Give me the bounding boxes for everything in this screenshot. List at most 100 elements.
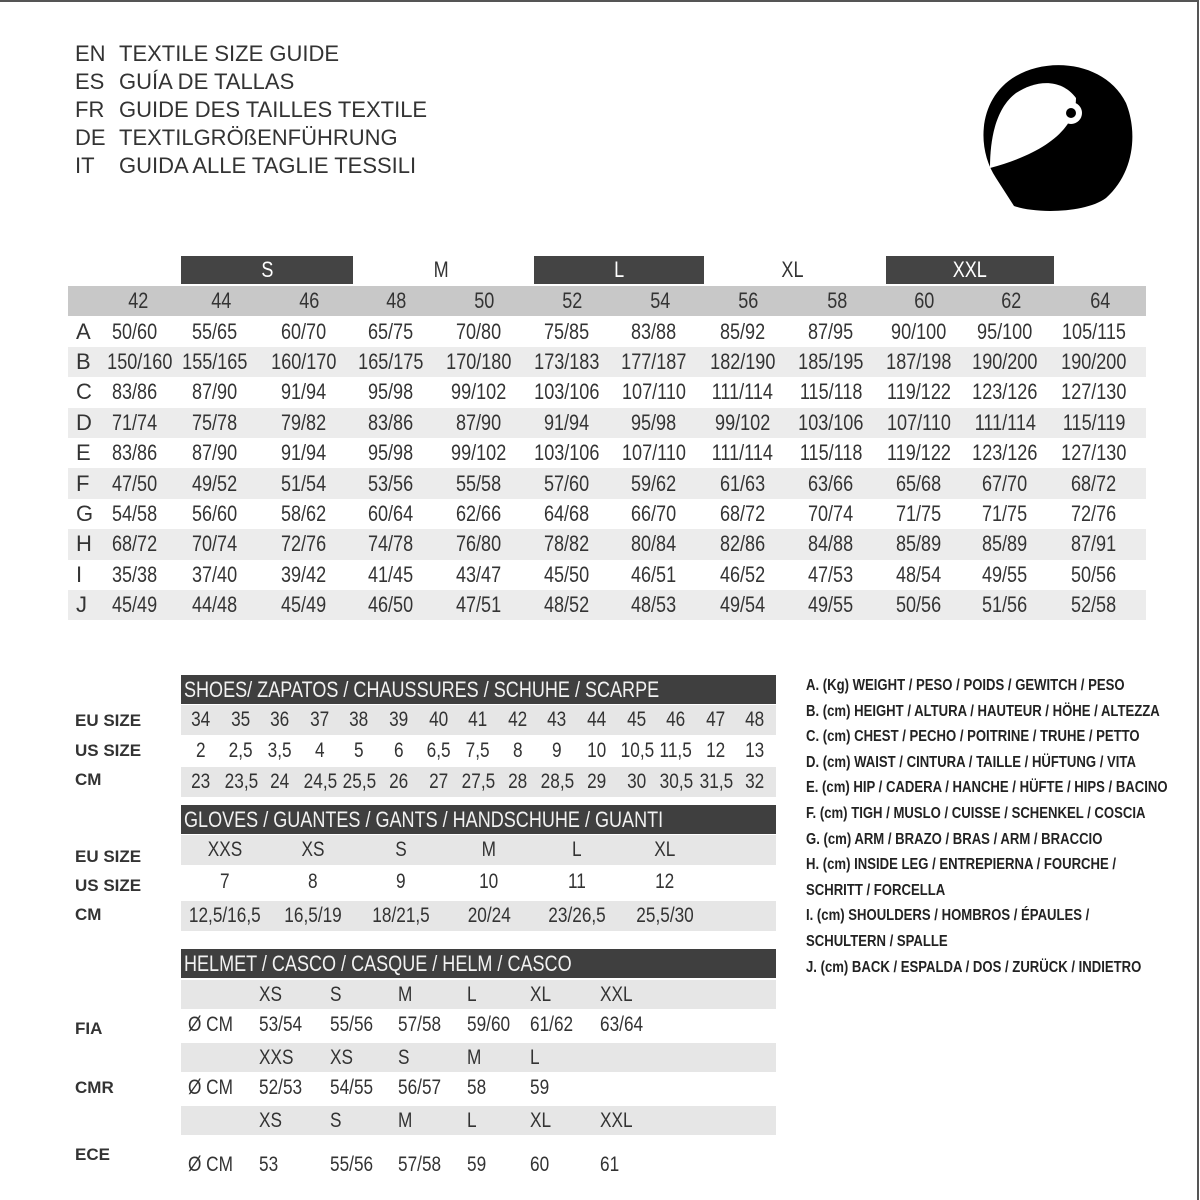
shoe-size-cell-text: 30 — [626, 770, 646, 793]
measurement-cell-text: 115/118 — [799, 440, 863, 466]
language-code: ES — [75, 69, 105, 94]
measurement-cell-text: 83/86 — [367, 409, 414, 435]
helmet-size-cell: M — [398, 983, 467, 1007]
measurement-cell: 75/78 — [170, 410, 260, 436]
size-number-text: 64 — [1089, 288, 1111, 314]
glove-size-cell: XS — [269, 838, 357, 862]
glove-size-cell-text: 18/21,5 — [372, 904, 430, 927]
legend-line-text: G. (cm) ARM / BRAZO / BRAS / ARM / BRACC… — [806, 830, 1103, 848]
glove-size-cell: 10 — [445, 870, 533, 894]
shoe-size-cell-text: 36 — [270, 708, 290, 731]
title-text: GUÍA DE TALLAS — [119, 69, 295, 94]
measurement-cell-text: 50/60 — [112, 318, 158, 344]
measurement-cell: 155/165 — [170, 349, 260, 375]
glove-size-cell: M — [445, 838, 533, 862]
measurement-cell: 91/94 — [260, 440, 347, 466]
legend-line-text: SCHULTERN / SPALLE — [806, 932, 948, 950]
measurement-cell-text: 87/90 — [455, 409, 502, 435]
measurement-cell: 95/98 — [347, 440, 434, 466]
measurement-cell-text: 87/90 — [192, 379, 238, 405]
measurement-cell: 79/82 — [260, 410, 347, 436]
shoes-label-us: US SIZE — [75, 741, 142, 760]
size-number-row: 42 44 46 48 50 52 54 56 58 60 62 64 — [68, 286, 1146, 317]
shoe-size-cell-text: 31,5 — [699, 770, 733, 793]
helmet-size-cell-text: XS — [259, 982, 282, 1006]
shoe-size-cell-text: 41 — [468, 708, 488, 731]
measurement-cell: 99/102 — [434, 379, 523, 405]
shoe-size-cell: 6,5 — [419, 739, 459, 763]
glove-size-cell: 11 — [533, 870, 621, 894]
helmet-value-cell: 57/58 — [398, 1153, 467, 1177]
measurement-row-a: A 50/60 55/65 60/70 65/75 70/80 75/85 83/88 85/9… — [68, 316, 1146, 346]
measurement-cell-text: 60/64 — [367, 500, 414, 526]
row-label: A — [76, 318, 91, 344]
legend-line: SCHULTERN / SPALLE — [806, 929, 1200, 955]
shoe-size-cell: 30,5 — [656, 770, 696, 794]
measurement-cell-text: 95/98 — [367, 379, 414, 405]
shoe-size-cell-text: 39 — [389, 708, 409, 731]
size-number: 42 — [100, 288, 176, 314]
title-block: EN TEXTILE SIZE GUIDE ES GUÍA DE TALLAS FR GU… — [75, 40, 427, 180]
measurement-cell-text: 46/50 — [367, 592, 414, 618]
textile-size-table: S M L XL XXL 42 44 46 48 50 52 54 56 58 60 62 64 A 50/60 55… — [68, 255, 1146, 621]
shoe-size-cell-text: 44 — [587, 708, 607, 731]
glove-size-cell-text: 11 — [568, 870, 586, 893]
helmet-size-row: XS S M L XL XXL — [181, 980, 776, 1009]
measurement-cell: 68/72 — [1048, 471, 1140, 497]
legend-line-text: D. (cm) WAIST / CINTURA / TAILLE / HÜFTU… — [806, 753, 1136, 771]
measurement-cell-text: 91/94 — [543, 409, 590, 435]
measurement-cell-text: 170/180 — [445, 348, 512, 374]
measurement-cell-text: 84/88 — [808, 531, 854, 557]
measurement-cell: 68/72 — [94, 531, 170, 557]
measurement-cell-text: 45/50 — [543, 561, 590, 587]
gloves-label-eu: EU SIZE — [75, 847, 142, 866]
measurement-cell-text: 75/85 — [543, 318, 590, 344]
measurement-cell-text: 111/114 — [711, 440, 774, 466]
shoe-size-cell-text: 25,5 — [343, 770, 377, 793]
shoe-size-cell: 28,5 — [537, 770, 577, 794]
measurement-cell-text: 39/42 — [280, 561, 327, 587]
legend-line: B. (cm) HEIGHT / ALTURA / HAUTEUR / HÖHE… — [806, 699, 1200, 725]
shoe-size-cell-text: 28,5 — [541, 770, 575, 793]
measurement-cell: 185/195 — [787, 349, 875, 375]
helmet-value-row: Ø CM 52/53 54/55 56/57 58 59 — [181, 1072, 776, 1104]
gloves-header-text: GLOVES / GUANTES / GANTS / HANDSCHUHE / … — [184, 807, 664, 832]
size-group-m-text: M — [433, 257, 449, 282]
measurement-cell: 107/110 — [610, 440, 698, 466]
title-text: TEXTILGRÖßENFÜHRUNG — [119, 125, 398, 150]
row-label: D — [76, 409, 92, 435]
helmet-size-cell: L — [467, 1109, 530, 1133]
row-label: E — [76, 440, 91, 466]
measurement-cell: 68/72 — [698, 501, 787, 527]
measurement-cell: 39/42 — [260, 562, 347, 588]
measurement-cell: 60/64 — [347, 501, 434, 527]
measurement-cell: 70/74 — [170, 531, 260, 557]
measurement-cell: 64/68 — [523, 501, 610, 527]
shoe-size-cell: 27,5 — [458, 770, 498, 794]
size-group-xxl: XXL — [886, 256, 1054, 284]
measurement-cell: 99/102 — [434, 440, 523, 466]
shoe-size-cell: 25,5 — [339, 770, 379, 794]
glove-size-cell-text: 7 — [220, 870, 230, 893]
measurement-cell: 49/52 — [170, 471, 260, 497]
shoe-size-cell-text: 9 — [552, 739, 562, 762]
helmet-unit: Ø CM — [181, 1076, 259, 1100]
measurement-cell: 83/86 — [94, 440, 170, 466]
legend-line: G. (cm) ARM / BRAZO / BRAS / ARM / BRACC… — [806, 827, 1200, 853]
helmet-value-cell: 57/58 — [398, 1013, 467, 1037]
glove-size-cell: S — [357, 838, 445, 862]
helmet-value-cell: 59 — [530, 1076, 600, 1100]
measurement-cell-text: 87/91 — [1071, 531, 1117, 557]
size-number-text: 44 — [210, 288, 232, 314]
measurement-cell-text: 45/49 — [280, 592, 327, 618]
glove-size-cell: L — [533, 838, 621, 862]
measurement-cell: 49/55 — [962, 562, 1048, 588]
helmet-value-cell: 53/54 — [259, 1013, 330, 1037]
helmet-size-cell: M — [398, 1109, 467, 1133]
measurement-cell-text: 62/66 — [455, 500, 502, 526]
measurement-cell-text: 83/86 — [112, 379, 158, 405]
helmet-value-cell-text: 60 — [530, 1153, 550, 1176]
glove-size-cell: 25,5/30 — [621, 904, 709, 928]
shoe-size-cell: 47 — [696, 708, 736, 732]
shoe-size-cell: 7,5 — [458, 739, 498, 763]
